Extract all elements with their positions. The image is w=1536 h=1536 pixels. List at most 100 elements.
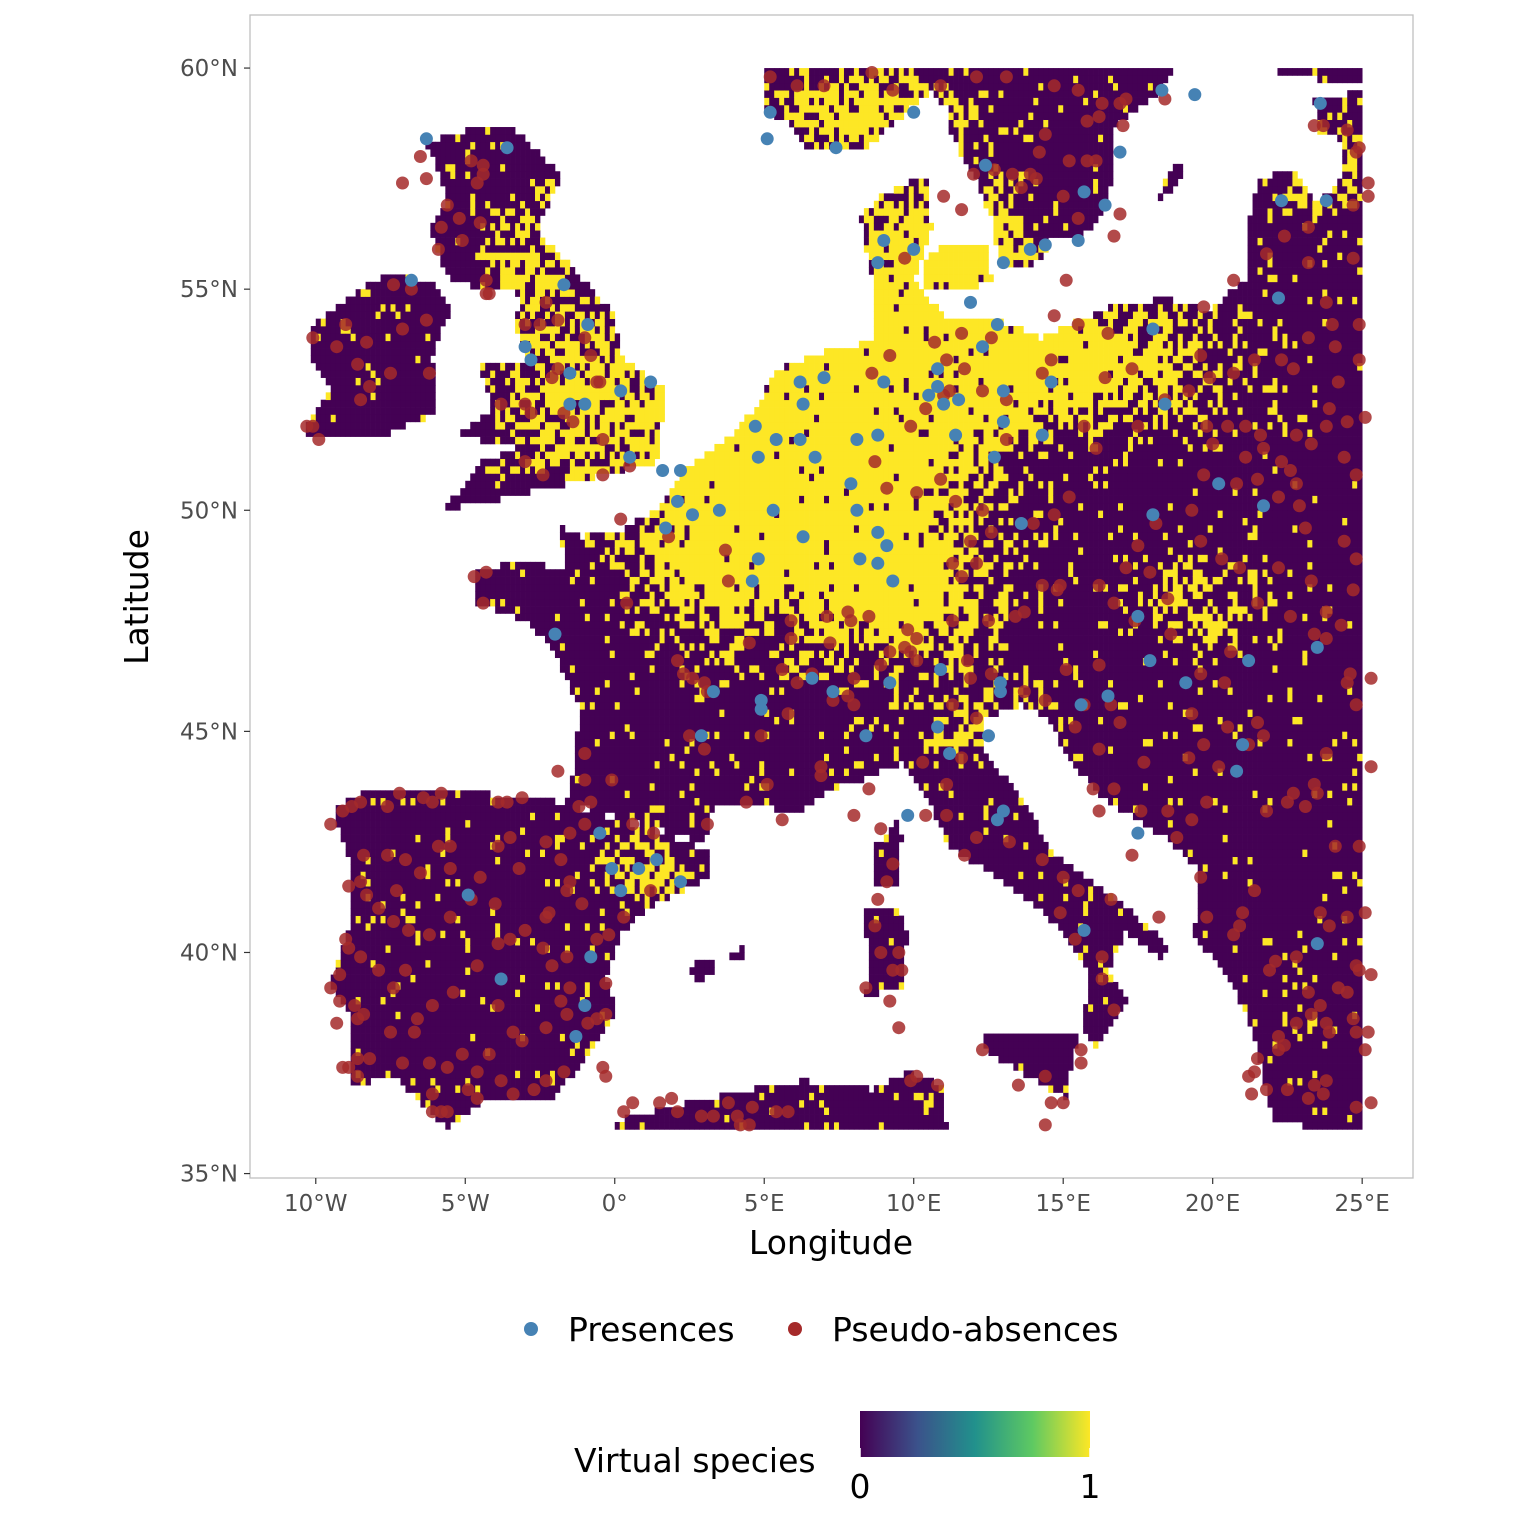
raster-cell	[599, 989, 606, 998]
raster-cell	[614, 583, 621, 592]
raster-cell	[470, 908, 476, 916]
raster-cell	[350, 407, 356, 415]
raster-cell	[390, 1063, 396, 1071]
raster-cell	[644, 436, 650, 445]
raster-cell	[490, 399, 496, 408]
raster-cell	[360, 908, 366, 916]
raster-cell	[395, 945, 401, 953]
raster-cell	[460, 908, 466, 916]
raster-cell	[455, 1055, 461, 1064]
raster-cell	[390, 930, 396, 939]
raster-cell	[425, 915, 431, 924]
raster-cell	[455, 908, 461, 916]
raster-cell	[485, 267, 491, 275]
raster-cell	[629, 569, 636, 577]
raster-cell	[659, 834, 665, 843]
raster-cell	[629, 716, 636, 725]
raster-cell	[500, 878, 506, 887]
raster-cell	[525, 289, 531, 297]
raster-cell	[405, 819, 411, 828]
raster-cell	[370, 856, 376, 865]
raster-cell	[510, 281, 516, 290]
raster-cell	[320, 326, 327, 334]
raster-cell	[405, 989, 411, 998]
raster-cell	[574, 959, 581, 968]
raster-cell	[609, 760, 616, 769]
raster-cell	[380, 1070, 386, 1079]
raster-cell	[569, 620, 576, 629]
raster-cell	[465, 193, 471, 202]
raster-cell	[654, 407, 660, 415]
raster-cell	[355, 311, 361, 319]
raster-cell	[415, 289, 421, 297]
raster-cell	[375, 421, 381, 430]
raster-cell	[470, 1055, 476, 1064]
raster-cell	[430, 230, 436, 238]
raster-cell	[440, 930, 446, 939]
raster-cell	[525, 1077, 531, 1086]
raster-cell	[624, 871, 631, 880]
raster-cell	[470, 1077, 476, 1086]
raster-cell	[614, 797, 621, 806]
raster-cell	[405, 1070, 411, 1079]
raster-cell	[574, 318, 581, 327]
raster-cell	[365, 908, 371, 916]
raster-cell	[500, 185, 506, 194]
raster-cell	[520, 141, 526, 150]
raster-cell	[310, 429, 317, 437]
raster-cell	[564, 547, 571, 555]
raster-cell	[544, 326, 551, 334]
raster-cell	[629, 805, 636, 813]
raster-cell	[664, 753, 670, 762]
raster-cell	[619, 547, 626, 555]
raster-cell	[564, 974, 571, 983]
raster-cell	[574, 1040, 581, 1049]
raster-cell	[495, 193, 501, 202]
raster-cell	[405, 893, 411, 902]
raster-cell	[540, 1063, 546, 1071]
raster-cell	[554, 480, 561, 489]
raster-cell	[559, 915, 566, 924]
raster-cell	[544, 407, 551, 415]
raster-cell	[375, 289, 381, 297]
raster-cell	[559, 981, 566, 990]
raster-cell	[515, 362, 521, 371]
raster-cell	[594, 768, 601, 776]
raster-cell	[520, 1092, 526, 1101]
raster-cell	[435, 930, 441, 939]
raster-cell	[430, 1026, 436, 1034]
raster-cell	[579, 377, 586, 386]
raster-cell	[659, 724, 665, 732]
raster-cell	[530, 812, 536, 821]
raster-cell	[530, 945, 536, 953]
raster-cell	[455, 864, 461, 872]
raster-cell	[500, 134, 506, 143]
raster-cell	[599, 554, 606, 563]
raster-cell	[405, 864, 411, 872]
raster-cell	[574, 790, 581, 799]
raster-cell	[410, 834, 416, 843]
raster-cell	[569, 561, 576, 570]
raster-cell	[420, 805, 426, 813]
raster-cell	[604, 900, 611, 909]
raster-cell	[535, 606, 541, 614]
raster-cell	[594, 974, 601, 983]
raster-cell	[544, 819, 551, 828]
raster-cell	[639, 827, 645, 835]
raster-cell	[619, 797, 626, 806]
raster-cell	[609, 362, 616, 371]
raster-cell	[664, 775, 670, 784]
raster-cell	[535, 178, 541, 187]
raster-cell	[480, 370, 486, 378]
raster-cell	[669, 886, 675, 894]
raster-cell	[485, 1070, 491, 1079]
raster-cell	[544, 466, 551, 474]
raster-cell	[530, 185, 536, 194]
raster-cell	[535, 156, 541, 165]
raster-cell	[530, 1063, 536, 1071]
raster-cell	[609, 687, 616, 695]
raster-cell	[370, 930, 376, 939]
raster-cell	[629, 753, 636, 762]
raster-cell	[624, 414, 631, 423]
raster-cell	[350, 974, 356, 983]
